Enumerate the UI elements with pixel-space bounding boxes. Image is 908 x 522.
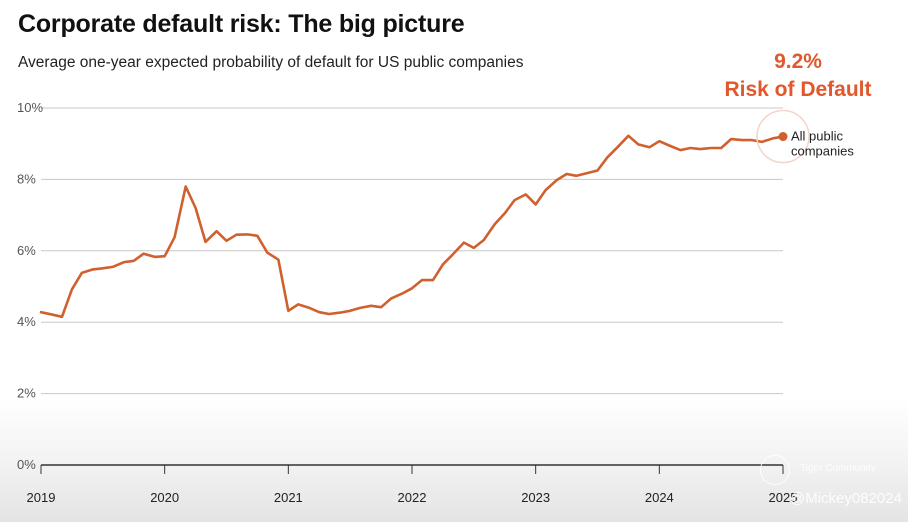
callout-value: 9.2% [774, 50, 822, 73]
x-tick-label: 2022 [398, 490, 427, 505]
x-tick-label: 2019 [27, 490, 56, 505]
endpoint-marker [778, 132, 788, 142]
y-tick-label: 0% [17, 457, 36, 472]
chart-title: Corporate default risk: The big picture [18, 10, 465, 38]
callout-label: Risk of Default [724, 78, 872, 101]
endpoint-halo [756, 109, 810, 164]
y-tick-label: 8% [17, 171, 36, 186]
y-tick-label: 2% [17, 386, 36, 401]
x-tick-label: 2021 [274, 490, 303, 505]
series-line-all-public-companies [39, 134, 785, 319]
watermark-community: Tiger Community [800, 463, 876, 474]
series-layer [39, 134, 785, 319]
series-label-line1: All public [791, 129, 844, 144]
x-tick-label: 2024 [645, 490, 674, 505]
x-tick-label: 2025 [769, 490, 798, 505]
y-axis-ticks: 0% 2% 4% 6% 8% 10% [17, 100, 43, 472]
watermark-user: @Mickey082024 [790, 490, 902, 507]
chart-subtitle: Average one-year expected probability of… [18, 54, 524, 71]
y-tick-label: 10% [17, 100, 43, 115]
watermark-logo-icon [760, 455, 790, 485]
grid-lines [41, 107, 783, 466]
x-tick-label: 2023 [521, 490, 550, 505]
x-tick-label: 2020 [150, 490, 179, 505]
x-axis-ticks: 2019 2020 2021 2022 2023 2024 2025 [27, 465, 798, 505]
y-tick-label: 4% [17, 314, 36, 329]
series-label-line2: companies [791, 144, 854, 159]
y-tick-label: 6% [17, 243, 36, 258]
